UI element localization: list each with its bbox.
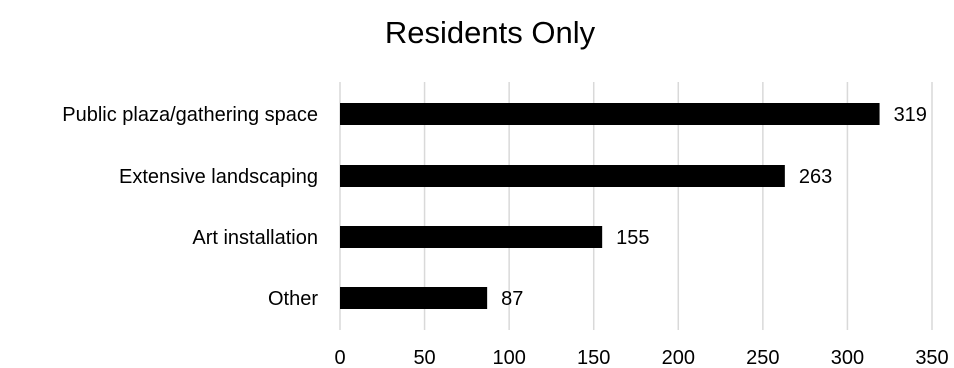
category-labels: Public plaza/gathering space Extensive la… (62, 104, 318, 310)
data-label-0: 319 (894, 104, 927, 126)
bar-3 (340, 287, 487, 309)
x-tick-label-350: 350 (915, 347, 948, 368)
x-tick-label-250: 250 (746, 347, 779, 368)
bar-1 (340, 165, 785, 187)
category-label-0: Public plaza/gathering space (62, 104, 318, 126)
chart-title: Residents Only (385, 15, 596, 50)
data-labels: 319 263 155 87 (501, 104, 927, 310)
x-tick-label-150: 150 (577, 347, 610, 368)
x-tick-label-50: 50 (413, 347, 435, 368)
x-tick-label-200: 200 (662, 347, 695, 368)
x-tick-label-300: 300 (831, 347, 864, 368)
x-axis-tick-labels: 0 50 100 150 200 250 300 350 (334, 347, 948, 368)
category-label-3: Other (268, 288, 318, 310)
bar-0 (340, 103, 880, 125)
data-label-1: 263 (799, 166, 832, 188)
category-label-2: Art installation (192, 227, 318, 249)
x-tick-label-0: 0 (334, 347, 345, 368)
data-label-2: 155 (616, 227, 649, 249)
bars (340, 103, 880, 309)
data-label-3: 87 (501, 288, 523, 310)
bar-2 (340, 226, 602, 248)
category-label-1: Extensive landscaping (119, 166, 318, 188)
x-tick-label-100: 100 (492, 347, 525, 368)
